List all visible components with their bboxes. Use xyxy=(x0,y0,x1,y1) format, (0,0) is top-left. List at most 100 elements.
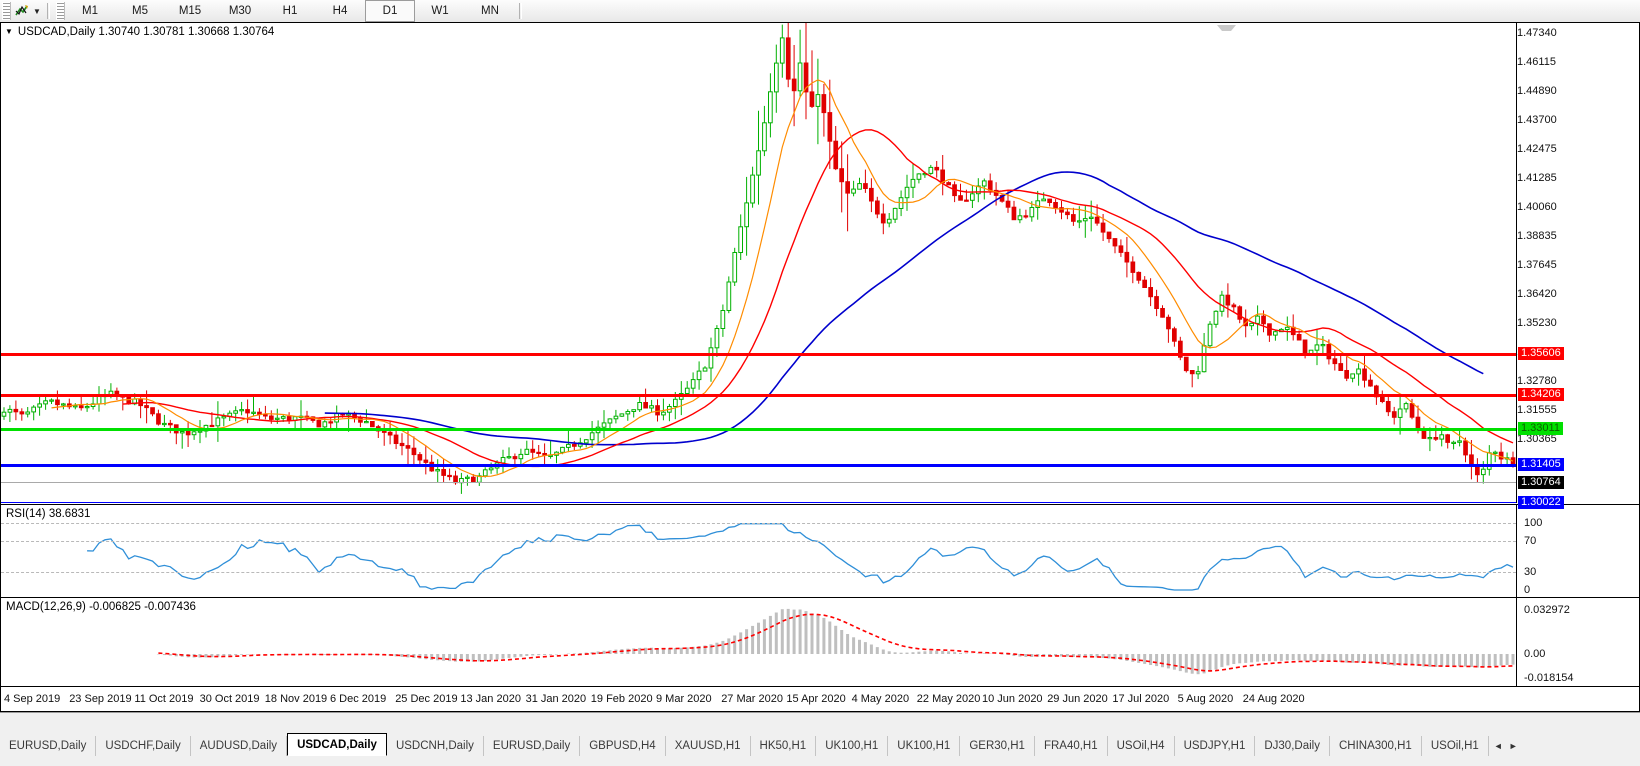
timeframe-h4[interactable]: H4 xyxy=(332,5,348,17)
rsi-line xyxy=(87,523,1514,591)
price-tick: 1.32780 xyxy=(1517,375,1557,387)
date-tick: 25 Dec 2019 xyxy=(395,693,458,705)
date-tick: 15 Apr 2020 xyxy=(786,693,846,705)
price-badge-135606[interactable]: 1.35606 xyxy=(1518,346,1564,360)
chart-tab-usdchf-daily[interactable]: USDCHF,Daily xyxy=(96,736,191,756)
date-tick: 22 May 2020 xyxy=(916,693,981,705)
toolbar-divider-1 xyxy=(47,3,50,19)
chart-header: ▼ USDCAD,Daily 1.30740 1.30781 1.30668 1… xyxy=(5,26,274,38)
price-axis[interactable]: 1.47340 1.46115 1.44890 1.43700 1.42475 … xyxy=(1516,23,1639,509)
price-tick: 1.46115 xyxy=(1517,56,1556,68)
chart-tabs[interactable]: EURUSD,Daily USDCHF,Daily AUDUSD,Daily USDC… xyxy=(0,733,1640,756)
rsi-plot[interactable] xyxy=(1,505,1516,597)
rsi-level-30 xyxy=(1,572,1516,573)
date-axis: 4 Sep 2019 23 Sep 2019 11 Oct 2019 30 Oct 2… xyxy=(1,686,1639,712)
scroll-right-icon[interactable]: ► xyxy=(1508,741,1518,751)
price-tick: 1.40060 xyxy=(1517,201,1557,213)
indicators-icon[interactable] xyxy=(11,1,31,21)
timeframe-h1[interactable]: H1 xyxy=(282,5,298,17)
scroll-left-icon[interactable]: ◄ xyxy=(1493,741,1503,751)
chevron-down-icon[interactable]: ▼ xyxy=(33,6,41,16)
chevron-down-icon[interactable]: ▼ xyxy=(5,27,13,36)
price-tick: 1.41285 xyxy=(1517,172,1557,184)
date-tick: 31 Jan 2020 xyxy=(525,693,587,705)
macd-pane[interactable]: MACD(12,26,9) -0.006825 -0.007436 0.0329… xyxy=(1,597,1639,686)
tab-scroll-nav[interactable]: ◄ ► xyxy=(1489,736,1523,756)
date-tick: 10 Jun 2020 xyxy=(982,693,1043,705)
macd-tick: -0.018154 xyxy=(1524,672,1574,684)
price-badge-131405[interactable]: 1.31405 xyxy=(1518,457,1564,471)
macd-axis: 0.032972 0.00 -0.018154 xyxy=(1516,598,1639,686)
rsi-tick: 30 xyxy=(1524,566,1537,578)
price-badge-130022[interactable]: 1.30022 xyxy=(1518,495,1564,509)
current-price-line xyxy=(1,482,1516,483)
macd-plot[interactable] xyxy=(1,598,1516,686)
timeframe-mn[interactable]: MN xyxy=(481,5,499,17)
rsi-tick: 70 xyxy=(1524,535,1537,547)
timeframe-group-grip[interactable] xyxy=(56,2,65,20)
chart-scroll-marker[interactable] xyxy=(1217,25,1236,37)
chart-window[interactable]: ▼ USDCAD,Daily 1.30740 1.30781 1.30668 1… xyxy=(0,22,1640,712)
chart-tab-eurusd-daily[interactable]: EURUSD,Daily xyxy=(484,736,581,756)
price-badge-133011[interactable]: 1.33011 xyxy=(1518,421,1563,435)
date-tick: 5 Aug 2020 xyxy=(1177,693,1234,705)
date-tick: 24 Aug 2020 xyxy=(1242,693,1305,705)
timeframe-m15[interactable]: M15 xyxy=(178,5,202,17)
line-drag-handle[interactable] xyxy=(1509,502,1516,503)
timeframe-m5[interactable]: M5 xyxy=(132,5,148,17)
toolbar-grip[interactable] xyxy=(2,2,11,20)
price-tick: 1.35230 xyxy=(1517,317,1557,329)
rsi-tick: 0 xyxy=(1524,584,1531,596)
chart-tab-china300-h1[interactable]: CHINA300,H1 xyxy=(1330,736,1422,756)
date-tick: 19 Feb 2020 xyxy=(590,693,653,705)
price-tick: 1.36420 xyxy=(1517,288,1557,300)
macd-histogram xyxy=(156,608,1515,675)
resistance-line-135606[interactable] xyxy=(1,353,1516,356)
timeframe-toolbar: ▼ M1 M5 M15 M30 H1 H4 D1 W1 MN xyxy=(0,0,1640,23)
price-tick: 1.42475 xyxy=(1517,143,1557,155)
date-tick: 17 Jul 2020 xyxy=(1112,693,1170,705)
chart-tab-xauusd-h1[interactable]: XAUUSD,H1 xyxy=(666,736,751,756)
rsi-level-100 xyxy=(1,523,1516,524)
price-plot[interactable] xyxy=(1,23,1516,503)
chart-tab-gbpusd-h4[interactable]: GBPUSD,H4 xyxy=(580,736,666,756)
level-line-130022[interactable] xyxy=(1,502,1516,503)
chart-tab-dj30-daily[interactable]: DJ30,Daily xyxy=(1255,736,1330,756)
support-line-133011[interactable] xyxy=(1,428,1516,431)
chart-tab-ger30-h1[interactable]: GER30,H1 xyxy=(960,736,1035,756)
macd-tick: 0.00 xyxy=(1524,648,1546,660)
chart-tab-usdjpy-h1[interactable]: USDJPY,H1 xyxy=(1175,736,1256,756)
chart-tab-usoil-h1[interactable]: USOil,H1 xyxy=(1422,736,1489,756)
date-tick: 4 May 2020 xyxy=(851,693,910,705)
chart-tab-uk100-h1[interactable]: UK100,H1 xyxy=(888,736,961,756)
date-tick: 13 Jan 2020 xyxy=(460,693,521,705)
rsi-axis: 100 70 30 0 xyxy=(1516,505,1639,597)
rsi-label: RSI(14) 38.6831 xyxy=(6,508,91,520)
macd-tick: 0.032972 xyxy=(1524,604,1570,616)
chart-tab-eurusd-daily[interactable]: EURUSD,Daily xyxy=(0,736,97,756)
timeframe-m30[interactable]: M30 xyxy=(228,5,252,17)
timeframe-d1[interactable]: D1 xyxy=(365,0,415,22)
date-tick: 27 Mar 2020 xyxy=(721,693,783,705)
date-tick: 18 Nov 2019 xyxy=(264,693,328,705)
price-tick: 1.43700 xyxy=(1517,114,1557,126)
level-line-131405[interactable] xyxy=(1,464,1516,467)
price-badge-134206[interactable]: 1.34206 xyxy=(1518,387,1564,401)
macd-label: MACD(12,26,9) -0.006825 -0.007436 xyxy=(6,601,196,613)
chart-tab-fra40-h1[interactable]: FRA40,H1 xyxy=(1035,736,1108,756)
timeframe-w1[interactable]: W1 xyxy=(431,5,449,17)
chart-tab-uk100-h1[interactable]: UK100,H1 xyxy=(816,736,889,756)
price-tick: 1.37645 xyxy=(1517,259,1557,271)
chart-tab-hk50-h1[interactable]: HK50,H1 xyxy=(751,736,817,756)
chart-tab-usdcnh-daily[interactable]: USDCNH,Daily xyxy=(387,736,484,756)
rsi-pane[interactable]: RSI(14) 38.6831 100 70 30 0 xyxy=(1,504,1639,597)
chart-tab-usoil-h4[interactable]: USOil,H4 xyxy=(1108,736,1175,756)
resistance-line-134206[interactable] xyxy=(1,394,1516,397)
chart-tab-audusd-daily[interactable]: AUDUSD,Daily xyxy=(191,736,288,756)
price-pane[interactable]: ▼ USDCAD,Daily 1.30740 1.30781 1.30668 1… xyxy=(1,23,1639,509)
price-candlesticks xyxy=(1,23,1516,494)
chart-header-label: USDCAD,Daily 1.30740 1.30781 1.30668 1.3… xyxy=(17,26,275,38)
chart-tab-usdcad-daily[interactable]: USDCAD,Daily xyxy=(287,733,387,756)
rsi-level-70 xyxy=(1,541,1516,542)
timeframe-m1[interactable]: M1 xyxy=(82,5,98,17)
